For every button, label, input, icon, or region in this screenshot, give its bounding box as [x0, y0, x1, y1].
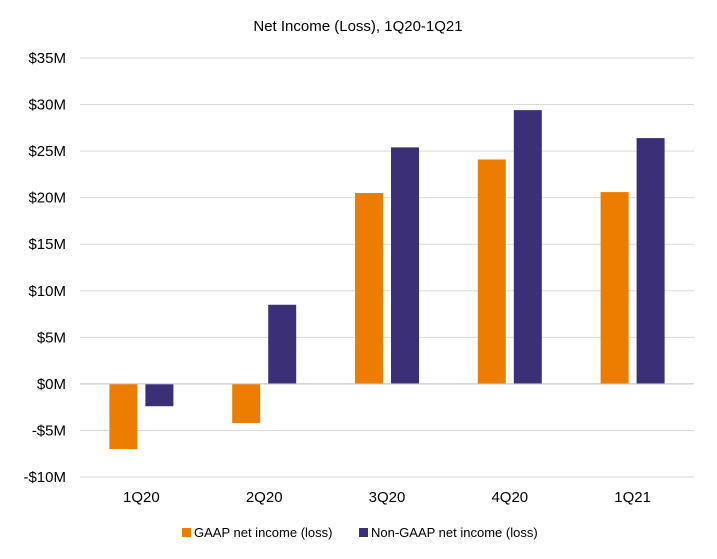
y-tick-label: -$10M	[23, 469, 66, 486]
bar-gaap-4q20	[477, 159, 506, 384]
gridlines	[80, 57, 694, 478]
chart-title: Net Income (Loss), 1Q20-1Q21	[253, 18, 462, 35]
bar-gaap-1q20	[109, 383, 138, 450]
bar-gaap-1q21	[600, 192, 629, 384]
bar-non-gaap-2q20	[268, 304, 297, 384]
y-tick-label: $20M	[28, 190, 66, 207]
legend-swatch	[359, 528, 368, 537]
bars	[109, 110, 665, 450]
x-tick-label: 3Q20	[369, 489, 406, 506]
legend-swatch	[182, 528, 191, 537]
legend-label: Non-GAAP net income (loss)	[371, 525, 538, 540]
y-tick-label: $0M	[37, 376, 66, 393]
legend-label: GAAP net income (loss)	[194, 525, 332, 540]
bar-non-gaap-3q20	[391, 147, 419, 384]
legend: GAAP net income (loss) Non-GAAP net incom…	[182, 525, 538, 540]
x-tick-label: 2Q20	[246, 489, 283, 506]
bar-non-gaap-4q20	[513, 110, 542, 384]
y-tick-label: $30M	[28, 97, 66, 114]
bar-non-gaap-1q20	[145, 383, 174, 407]
y-tick-label: -$5M	[32, 422, 66, 439]
y-tick-label: $25M	[28, 143, 66, 160]
legend-item-gaap: GAAP net income (loss)	[182, 525, 332, 540]
bar-gaap-3q20	[355, 193, 383, 384]
legend-item-non-gaap: Non-GAAP net income (loss)	[359, 525, 538, 540]
bar-non-gaap-1q21	[636, 138, 665, 384]
x-tick-label: 4Q20	[491, 489, 528, 506]
x-tick-label: 1Q21	[614, 489, 651, 506]
y-tick-label: $15M	[28, 236, 66, 253]
x-tick-label: 1Q20	[123, 489, 160, 506]
y-tick-label: $35M	[28, 50, 66, 67]
bar-gaap-2q20	[232, 383, 261, 423]
y-tick-label: $5M	[37, 329, 66, 346]
y-tick-label: $10M	[28, 283, 66, 300]
y-tick-labels: -$10M -$5M $0M $5M $10M $15M $20M $25M $30M $35M	[23, 50, 66, 486]
x-tick-labels: 1Q20 2Q20 3Q20 4Q20 1Q21	[123, 489, 651, 506]
